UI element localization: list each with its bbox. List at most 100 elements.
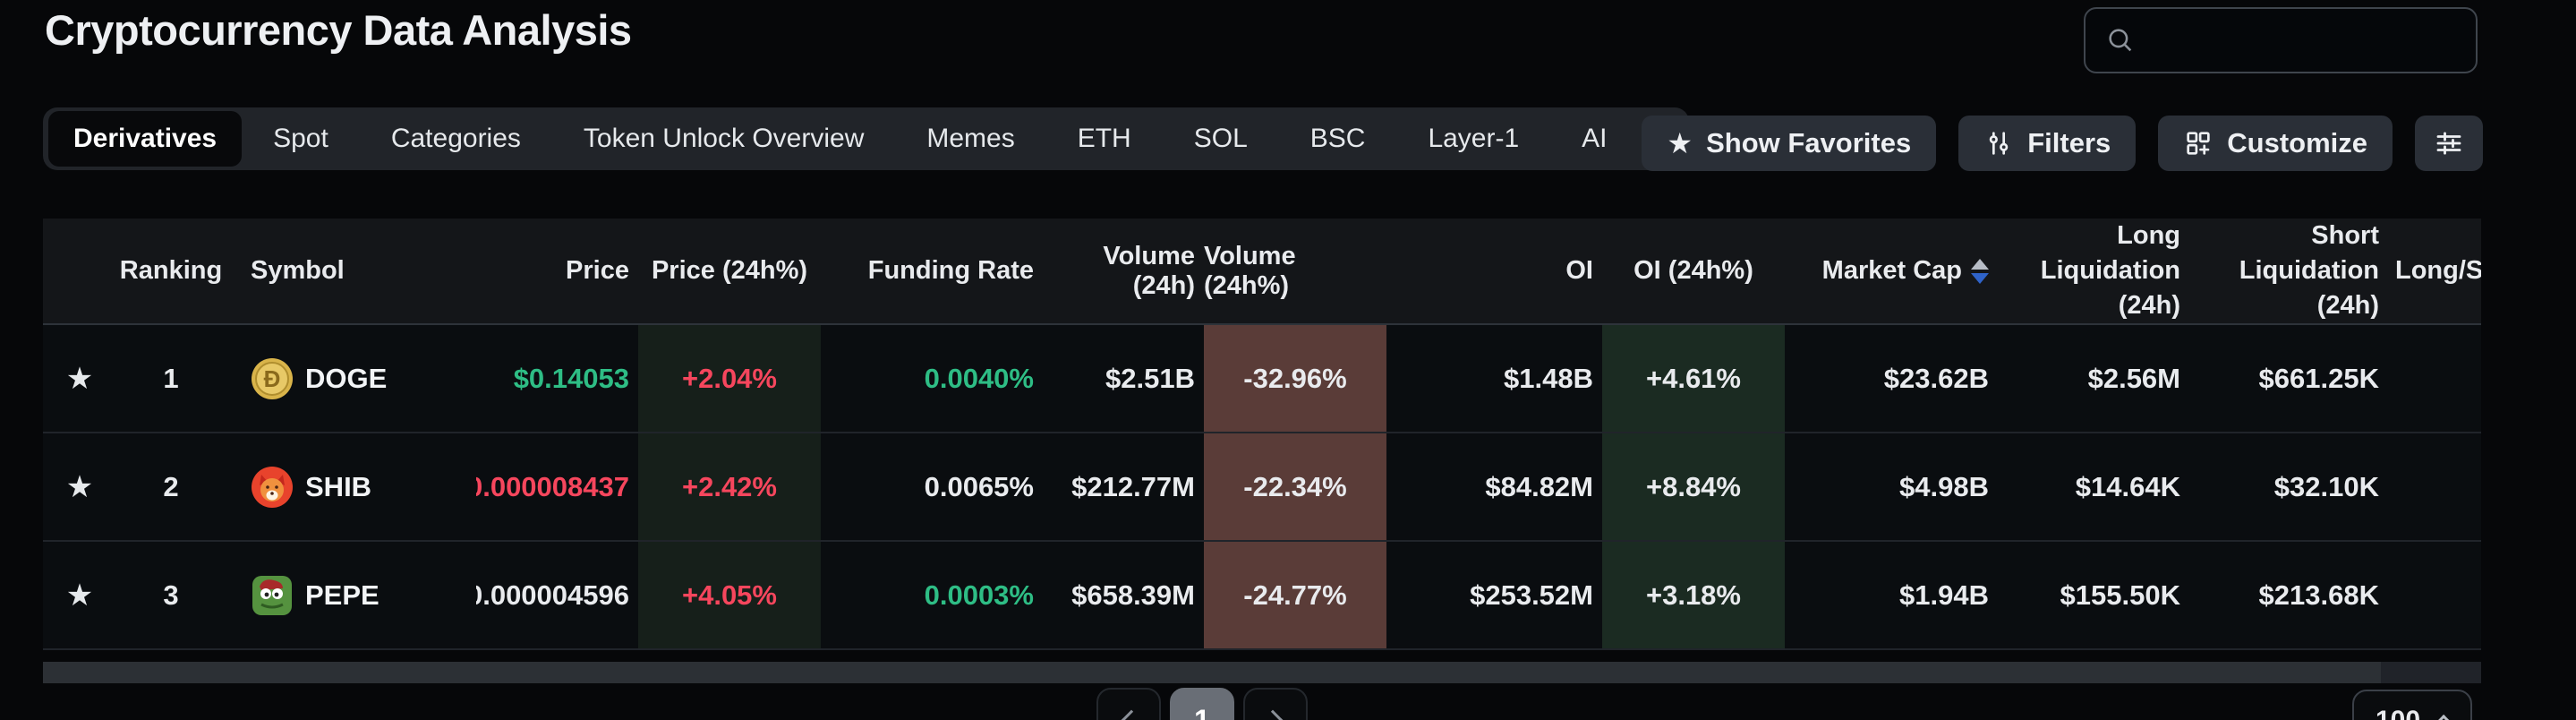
col-header-short-liquidation[interactable]: Short Liquidation (24h) [2239, 220, 2379, 321]
tab-eth[interactable]: ETH [1077, 124, 1131, 153]
price-24h-cell: +4.05% [638, 542, 821, 648]
favorite-star[interactable]: ★ [65, 361, 94, 396]
volume-24h-pct-cell: -32.96% [1204, 325, 1386, 432]
pepe-icon [252, 575, 292, 615]
svg-text:Ð: Ð [264, 365, 281, 392]
toolbar-actions: ★ Show Favorites Filters Customize [1642, 116, 2483, 171]
filter-sliders-icon [1989, 132, 2009, 155]
chevron-up-icon [2435, 714, 2453, 720]
page-size-select[interactable]: 100 [2352, 690, 2472, 720]
funding-rate-cell: 0.0065% [924, 470, 1034, 502]
tab-derivatives[interactable]: Derivatives [48, 111, 243, 167]
tab-ai[interactable]: AI [1582, 124, 1608, 153]
long-liquidation-cell: $2.56M [2087, 362, 2180, 394]
col-header-market-cap[interactable]: Market Cap [1785, 219, 1998, 323]
market-cap-cell: $23.62B [1883, 362, 1989, 394]
market-cap-cell: $4.98B [1899, 470, 1989, 502]
symbol-cell: PEPE [226, 542, 476, 648]
next-page-button[interactable] [1243, 688, 1308, 720]
oi-cell: $253.52M [1470, 579, 1593, 611]
short-liquidation-cell: $32.10K [2273, 470, 2379, 502]
long-short-cell [2388, 542, 2481, 648]
market-cap-cell: $1.94B [1899, 579, 1989, 611]
tab-categories[interactable]: Categories [390, 124, 521, 153]
symbol-cell: SHIB [226, 433, 476, 540]
col-header-price[interactable]: Price [566, 256, 629, 285]
long-liquidation-cell: $14.64K [2075, 470, 2180, 502]
favorite-star[interactable]: ★ [65, 578, 94, 613]
symbol-cell: Ð DOGE [226, 325, 476, 432]
favorite-star[interactable]: ★ [65, 469, 94, 504]
price-cell: $0.000008437 [476, 470, 629, 502]
col-header-favorite [43, 219, 116, 323]
customize-button[interactable]: Customize [2158, 116, 2393, 171]
search-box[interactable] [2084, 7, 2478, 73]
crypto-table: Ranking Symbol Price Price (24h%) Fundin… [43, 219, 2481, 650]
tab-sol[interactable]: SOL [1193, 124, 1248, 153]
filters-button[interactable]: Filters [1958, 116, 2137, 171]
table-row[interactable]: ★ 1 Ð DOGE $0.14053 +2.04% 0.0040% $2.51… [43, 325, 2481, 433]
chevron-left-icon [1121, 709, 1142, 720]
sort-asc-arrow [1971, 258, 1989, 270]
volume-24h-cell: $212.77M [1071, 470, 1195, 502]
tab-token-unlock-overview[interactable]: Token Unlock Overview [583, 124, 865, 153]
search-icon [2109, 29, 2132, 52]
funding-rate-cell: 0.0040% [924, 362, 1034, 394]
long-short-cell [2388, 325, 2481, 432]
prev-page-button[interactable] [1096, 688, 1161, 720]
settings-sliders-icon [2436, 132, 2461, 155]
table-row[interactable]: ★ 2 SHIB $0.000008437 +2.42% 0.0065% $21… [43, 433, 2481, 542]
col-header-oi-24h-pct[interactable]: OI (24h%) [1633, 256, 1753, 285]
doge-icon: Ð [252, 357, 293, 399]
tab-memes[interactable]: Memes [926, 124, 1015, 153]
search-input[interactable] [2150, 26, 2473, 55]
col-header-long-liquidation[interactable]: Long Liquidation (24h) [2040, 220, 2180, 321]
star-icon: ★ [1667, 127, 1693, 159]
customize-grid-icon [2187, 132, 2210, 155]
price-cell: $0.14053 [513, 362, 629, 394]
col-header-price-24h[interactable]: Price (24h%) [651, 256, 808, 285]
col-header-ranking[interactable]: Ranking [119, 256, 223, 285]
table-header-row: Ranking Symbol Price Price (24h%) Fundin… [43, 219, 2481, 325]
funding-rate-cell: 0.0003% [924, 579, 1034, 611]
oi-cell: $1.48B [1504, 362, 1593, 394]
table-row[interactable]: ★ 3 PEPE $0.000004596 +4.05% 0.0003% $65… [43, 542, 2481, 650]
ranking-cell: 1 [163, 362, 179, 394]
oi-24h-pct-cell: +3.18% [1602, 542, 1785, 648]
oi-24h-pct-cell: +4.61% [1602, 325, 1785, 432]
price-24h-cell: +2.42% [638, 433, 821, 540]
long-liquidation-cell: $155.50K [2060, 579, 2180, 611]
col-header-volume-24h-pct[interactable]: Volume (24h%) [1204, 241, 1296, 300]
symbol-name: PEPE [305, 579, 380, 611]
short-liquidation-cell: $661.25K [2258, 362, 2379, 394]
show-favorites-button[interactable]: ★ Show Favorites [1642, 116, 1937, 171]
page-title: Cryptocurrency Data Analysis [45, 6, 632, 54]
symbol-name: DOGE [305, 362, 388, 394]
volume-24h-pct-cell: -24.77% [1204, 542, 1386, 648]
col-header-symbol[interactable]: Symbol [251, 256, 345, 285]
tab-layer-1[interactable]: Layer-1 [1428, 124, 1520, 153]
page-size-value: 100 [2376, 706, 2420, 720]
volume-24h-cell: $2.51B [1105, 362, 1195, 394]
col-header-volume-24h[interactable]: Volume (24h) [1103, 241, 1195, 300]
chevron-right-icon [1262, 709, 1284, 720]
volume-24h-cell: $658.39M [1071, 579, 1195, 611]
sort-icon [1971, 258, 1989, 284]
tab-bar: Derivatives Spot Categories Token Unlock… [43, 107, 1689, 170]
tab-bsc[interactable]: BSC [1309, 124, 1366, 153]
col-header-funding-rate[interactable]: Funding Rate [867, 256, 1034, 285]
tab-spot[interactable]: Spot [273, 124, 328, 153]
col-header-oi[interactable]: OI [1565, 256, 1593, 285]
table-settings-button[interactable] [2415, 116, 2483, 171]
sort-desc-arrow-active [1971, 272, 1989, 284]
long-short-cell [2388, 433, 2481, 540]
pagination: 1 [1096, 688, 1308, 720]
page-1-button[interactable]: 1 [1170, 688, 1234, 720]
horizontal-scrollbar-thumb[interactable] [43, 662, 2381, 683]
horizontal-scrollbar-track[interactable] [43, 662, 2481, 683]
col-header-long-short[interactable]: Long/Short [2395, 256, 2481, 285]
price-cell: $0.000004596 [476, 579, 629, 611]
oi-cell: $84.82M [1485, 470, 1593, 502]
symbol-name: SHIB [305, 470, 372, 502]
price-24h-cell: +2.04% [638, 325, 821, 432]
